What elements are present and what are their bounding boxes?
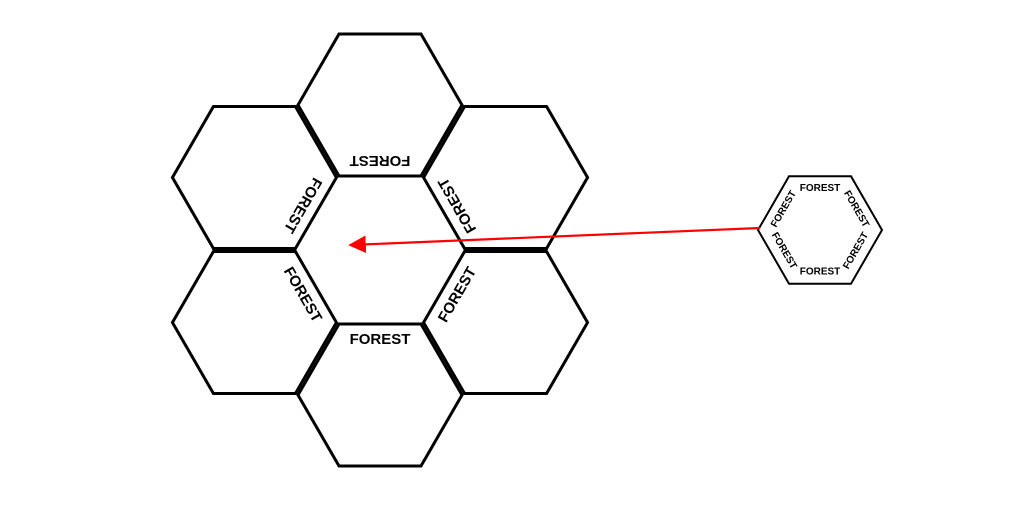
small-hex-label: FOREST — [769, 189, 799, 230]
small-hex-label: FOREST — [800, 183, 841, 194]
big-hex-label: FOREST — [280, 264, 325, 325]
big-hex-label: FOREST — [280, 175, 325, 236]
big-hex-label: FOREST — [350, 152, 411, 169]
hex-diagram: FORESTFORESTFORESTFORESTFORESTFORESTFORE… — [0, 0, 1024, 512]
small-hex-label: FOREST — [800, 266, 841, 277]
big-hex-label: FOREST — [435, 264, 480, 325]
arrow — [350, 228, 760, 245]
small-hex-label: FOREST — [841, 231, 871, 272]
small-hex-label: FOREST — [841, 189, 871, 230]
big-hex-label: FOREST — [435, 175, 480, 236]
small-hex-label: FOREST — [769, 231, 799, 272]
big-hex-label: FOREST — [350, 331, 411, 348]
